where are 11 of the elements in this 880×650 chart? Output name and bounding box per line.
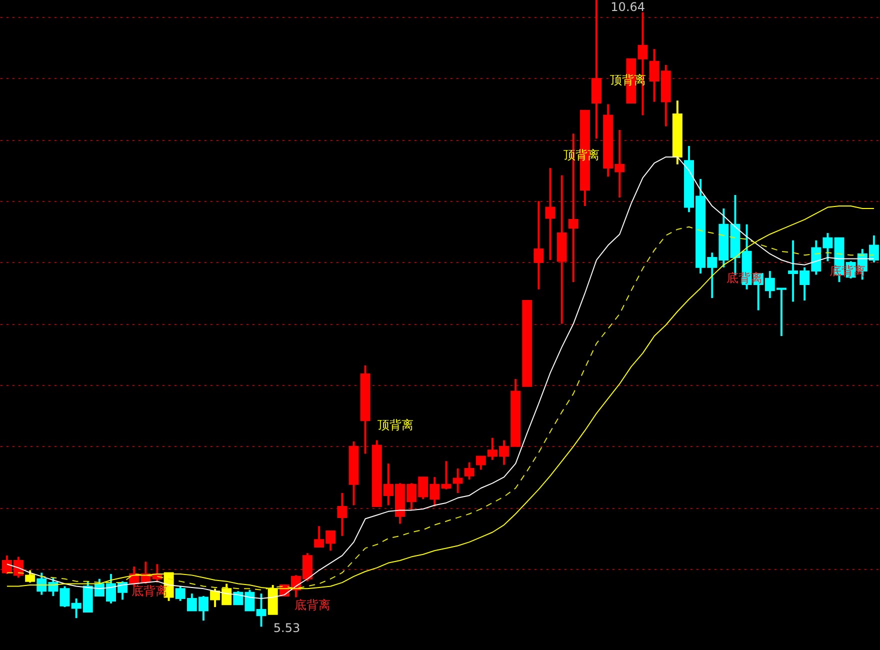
candlestick — [25, 569, 36, 584]
annotation: 5.53 — [273, 621, 300, 635]
candlestick — [534, 200, 544, 290]
candlestick — [337, 492, 348, 537]
candlestick — [464, 461, 474, 481]
candlestick — [545, 167, 556, 261]
annotation: 10.64 — [610, 0, 646, 14]
candlestick — [452, 467, 463, 494]
annotation: 底背离 — [294, 598, 330, 612]
annotation: 顶背离 — [378, 418, 414, 432]
candlestick — [256, 592, 266, 628]
